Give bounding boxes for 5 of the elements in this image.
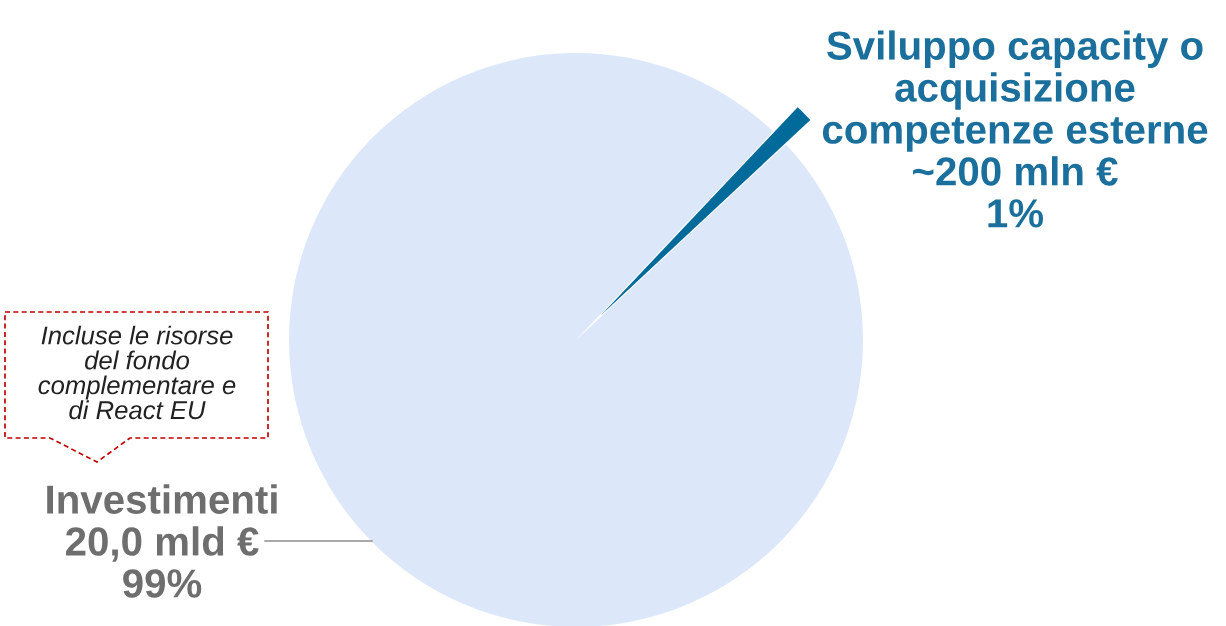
text: Incluse le risorse del fondo complementare e di React EU bbox=[38, 325, 236, 420]
data-label: 1% bbox=[988, 199, 1044, 228]
data-label: 99% bbox=[123, 569, 202, 598]
slice-label: Investimenti 20,0 mld € bbox=[47, 484, 277, 562]
slice-label: Sviluppo capacity o acquisizione competenze esterne ~200 mln € bbox=[822, 30, 1208, 186]
